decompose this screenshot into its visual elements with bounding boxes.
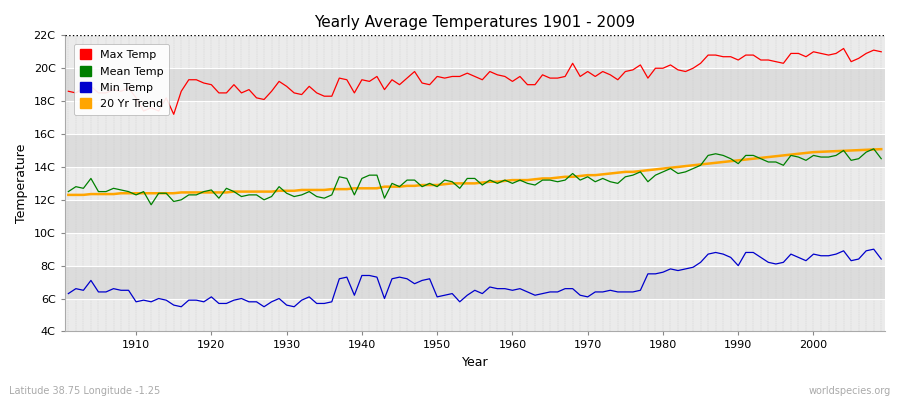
Y-axis label: Temperature: Temperature [15, 144, 28, 223]
Bar [65, 298, 885, 332]
Text: worldspecies.org: worldspecies.org [809, 386, 891, 396]
X-axis label: Year: Year [462, 356, 488, 369]
Bar [65, 167, 885, 200]
Bar [65, 134, 885, 167]
Bar [65, 101, 885, 134]
Bar [65, 200, 885, 233]
Bar [65, 233, 885, 266]
Bar [65, 68, 885, 101]
Legend: Max Temp, Mean Temp, Min Temp, 20 Yr Trend: Max Temp, Mean Temp, Min Temp, 20 Yr Tre… [74, 44, 169, 115]
Bar [65, 266, 885, 298]
Text: Latitude 38.75 Longitude -1.25: Latitude 38.75 Longitude -1.25 [9, 386, 160, 396]
Title: Yearly Average Temperatures 1901 - 2009: Yearly Average Temperatures 1901 - 2009 [314, 15, 635, 30]
Bar [65, 35, 885, 68]
